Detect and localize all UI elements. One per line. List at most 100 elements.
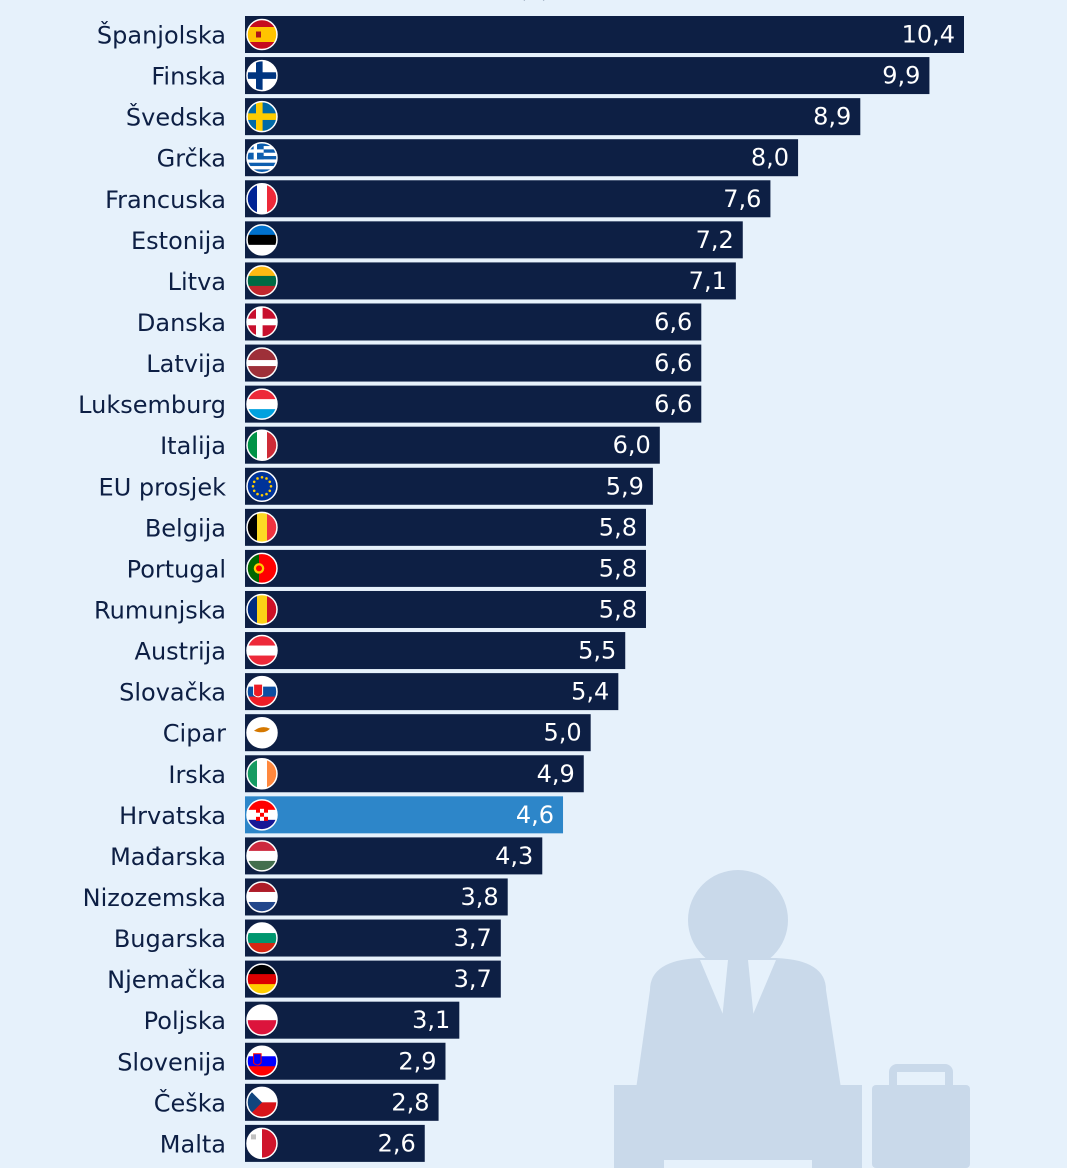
flag-de-icon [246,963,278,995]
value-label: 2,9 [398,1047,436,1075]
value-label: 4,3 [495,842,533,870]
bar-14 [245,590,646,628]
category-label: Poljska [144,1007,226,1035]
category-label: Francuska [105,186,226,214]
bar-20 [245,837,543,875]
bar-11 [245,467,653,505]
category-label: Danska [137,309,226,337]
value-label: 5,0 [544,719,582,747]
value-label: 5,5 [578,637,616,665]
bar-0 [245,16,964,53]
bar-4 [245,180,771,218]
category-label: Njemačka [107,966,226,994]
value-label: 10,4 [902,21,955,49]
flag-pt-icon [246,552,278,585]
category-label: Malta [160,1130,226,1158]
bar-12 [245,508,646,546]
flag-eu-icon [246,470,278,503]
flag-es-icon [246,18,278,51]
flag-it-icon [246,429,278,461]
flag-mt-icon [246,1127,278,1160]
value-label: 5,8 [599,595,637,623]
bar-17 [245,714,591,752]
category-label: Rumunjska [94,596,226,624]
value-label: 5,4 [571,678,609,706]
flag-dk-icon [246,306,278,338]
value-label: 4,6 [516,801,554,829]
category-label: Italija [160,432,226,460]
flag-hr-icon [246,799,278,831]
bar-1 [245,57,930,95]
value-label: 8,0 [751,144,789,172]
flag-cy-icon [246,716,278,749]
bar-5 [245,221,743,259]
flag-nl-icon [246,881,278,913]
value-label: 5,8 [599,554,637,582]
value-label: 8,9 [813,103,851,131]
flag-be-icon [246,511,278,544]
category-label: Portugal [127,555,226,583]
bar-3 [245,139,799,177]
flag-ee-icon [246,224,278,256]
value-label: 7,2 [696,226,734,254]
flag-fr-icon [246,183,278,215]
category-label: Luksemburg [78,391,226,419]
category-label: Irska [168,761,226,789]
value-label: 3,8 [461,883,499,911]
value-label: 2,8 [391,1088,429,1116]
category-label: Litva [168,268,226,296]
category-label: Cipar [163,720,226,748]
category-label: Slovenija [117,1048,226,1076]
category-label: Mađarska [110,843,226,871]
category-label: Slovačka [119,679,226,707]
category-label: Češka [154,1087,226,1117]
category-label: Hrvatska [119,802,226,830]
value-label: 6,6 [654,349,692,377]
flag-lu-icon [246,388,278,420]
flag-lt-icon [246,265,278,297]
flag-pl-icon [246,1004,278,1036]
flag-fi-icon [246,59,278,92]
bar-8 [245,344,702,382]
value-label: 3,7 [454,924,492,952]
category-label: Finska [151,63,226,91]
value-label: 4,9 [537,760,575,788]
bar-18 [245,755,584,793]
category-label: EU prosjek [99,473,227,501]
category-label: Nizozemska [83,884,226,912]
category-label: Austrija [135,638,226,666]
flag-ro-icon [246,593,278,626]
bar-24 [245,1001,460,1039]
category-label: Latvija [146,350,226,378]
bar-16 [245,673,619,711]
category-label: Švedska [126,102,226,132]
flag-gr-icon [246,141,278,174]
unemployed-person-illustration [614,870,970,1168]
bar-2 [245,98,861,136]
category-label: Grčka [157,145,226,173]
value-label: 7,6 [723,185,761,213]
chart-title-fragment: (%) [520,0,548,2]
flag-bg-icon [246,922,278,954]
bar-21 [245,878,508,916]
bar-9 [245,385,702,423]
bar-15 [245,632,626,670]
bar-6 [245,262,736,300]
bar-23 [245,960,501,998]
bar-10 [245,426,660,464]
bar-19 [245,796,564,834]
bar-13 [245,549,646,587]
flag-si-icon [246,1045,278,1077]
bar-22 [245,919,501,957]
flag-se-icon [246,100,278,133]
value-label: 6,6 [654,308,692,336]
flag-ie-icon [246,758,278,790]
value-label: 6,0 [613,431,651,459]
flag-sk-icon [246,675,278,708]
category-label: Belgija [145,514,226,542]
bar-25 [245,1042,446,1080]
value-label: 3,7 [454,965,492,993]
value-label: 7,1 [689,267,727,295]
value-label: 6,6 [654,390,692,418]
